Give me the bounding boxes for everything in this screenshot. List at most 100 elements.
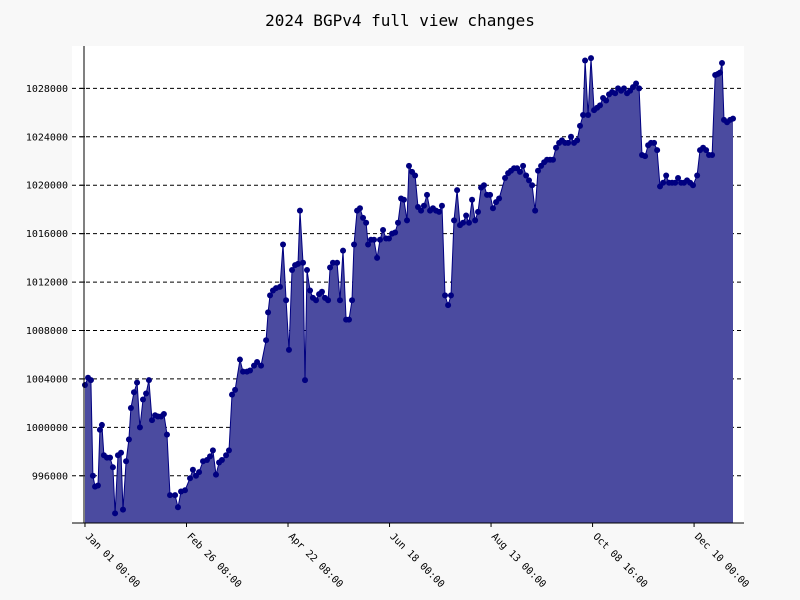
- marker: [517, 168, 523, 175]
- marker: [451, 217, 458, 224]
- marker: [130, 389, 137, 396]
- marker: [223, 452, 230, 459]
- marker: [149, 417, 156, 424]
- marker: [112, 510, 119, 517]
- y-tick-label: 1004000: [26, 374, 68, 385]
- marker: [496, 195, 503, 202]
- marker: [675, 174, 682, 181]
- marker: [143, 390, 150, 397]
- marker: [294, 260, 301, 267]
- marker: [549, 156, 556, 163]
- marker: [247, 367, 254, 374]
- marker: [181, 487, 188, 494]
- marker: [174, 504, 181, 511]
- marker: [690, 182, 697, 189]
- marker: [603, 97, 610, 104]
- marker: [472, 217, 479, 224]
- marker: [565, 139, 572, 146]
- marker: [340, 247, 347, 254]
- marker: [651, 139, 658, 146]
- marker: [283, 297, 290, 304]
- marker: [167, 492, 174, 499]
- marker: [520, 162, 527, 169]
- marker: [329, 259, 336, 266]
- marker: [502, 174, 509, 181]
- marker: [318, 288, 325, 295]
- marker: [123, 458, 130, 465]
- marker: [585, 112, 592, 119]
- marker: [160, 411, 167, 418]
- marker: [136, 424, 143, 431]
- marker: [597, 102, 604, 109]
- marker: [207, 453, 214, 460]
- x-tick-label: Dec 10 00:00: [692, 531, 751, 590]
- marker: [289, 266, 296, 273]
- marker: [730, 115, 737, 122]
- x-tick-label: Feb 26 08:00: [184, 531, 243, 590]
- marker: [400, 196, 407, 203]
- marker: [218, 457, 225, 464]
- marker: [140, 396, 147, 403]
- marker: [276, 283, 283, 290]
- marker: [442, 292, 449, 299]
- marker: [466, 219, 473, 226]
- marker: [349, 297, 356, 304]
- marker: [405, 162, 412, 169]
- marker: [529, 182, 536, 189]
- x-tick-label: Jun 18 00:00: [387, 531, 446, 590]
- marker: [703, 147, 710, 154]
- marker: [87, 377, 94, 384]
- marker: [463, 212, 470, 219]
- marker: [394, 219, 401, 226]
- marker: [134, 379, 141, 386]
- marker: [334, 259, 341, 266]
- marker: [454, 187, 461, 194]
- marker: [418, 207, 425, 214]
- marker: [663, 172, 670, 179]
- marker: [94, 482, 101, 489]
- y-tick-label: 1020000: [26, 181, 68, 192]
- marker: [313, 297, 320, 304]
- marker: [356, 205, 363, 212]
- y-tick-label: 1000000: [26, 423, 68, 434]
- marker: [480, 182, 487, 189]
- marker: [265, 309, 272, 316]
- marker: [489, 205, 496, 212]
- marker: [447, 292, 454, 299]
- x-tick-label: Oct 08 16:00: [590, 531, 649, 590]
- marker: [307, 287, 314, 294]
- marker: [145, 377, 152, 384]
- marker: [420, 202, 427, 209]
- marker: [709, 151, 716, 158]
- area: [85, 58, 733, 523]
- marker: [189, 466, 196, 473]
- marker: [642, 153, 649, 160]
- marker: [380, 227, 387, 234]
- marker: [392, 229, 399, 236]
- marker: [612, 90, 619, 97]
- marker: [363, 219, 370, 226]
- marker: [300, 259, 307, 266]
- x-tick-label: Apr 22 08:00: [286, 531, 345, 590]
- marker: [254, 358, 261, 365]
- marker: [225, 447, 232, 454]
- marker: [258, 362, 265, 369]
- marker: [694, 172, 701, 179]
- marker: [620, 85, 627, 92]
- marker: [212, 471, 219, 478]
- marker: [523, 172, 530, 179]
- marker: [360, 214, 367, 221]
- y-tick-label: 1016000: [26, 229, 68, 240]
- marker: [636, 85, 643, 92]
- marker: [302, 377, 309, 384]
- marker: [660, 179, 667, 186]
- marker: [719, 59, 726, 66]
- marker: [436, 208, 443, 215]
- marker: [280, 241, 287, 248]
- marker: [127, 404, 134, 411]
- marker: [267, 292, 274, 299]
- marker: [325, 297, 332, 304]
- marker: [236, 356, 243, 363]
- marker: [89, 472, 96, 479]
